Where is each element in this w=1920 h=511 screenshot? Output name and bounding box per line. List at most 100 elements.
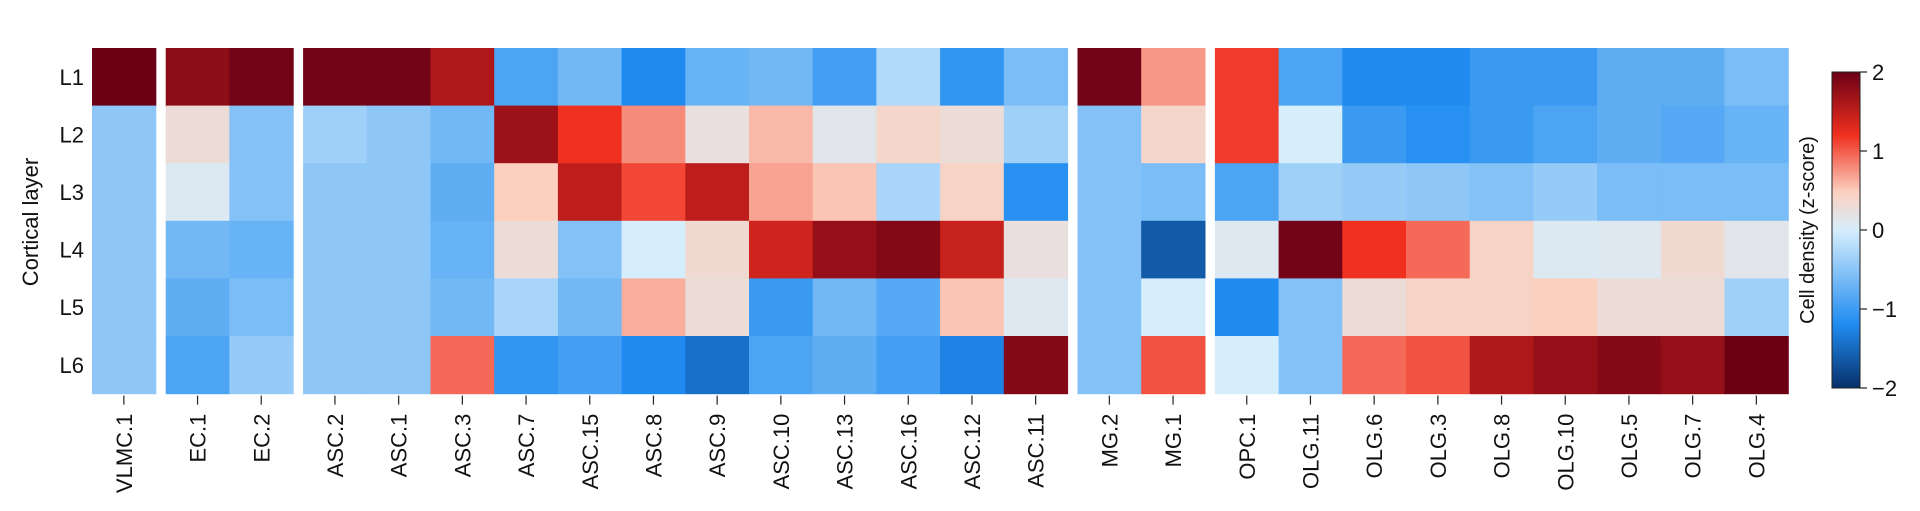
heatmap-cell (1660, 48, 1726, 107)
heatmap-cell (1724, 163, 1789, 222)
heatmap-cell (1003, 163, 1069, 222)
heatmap-cell (1533, 278, 1598, 337)
heatmap-cell (812, 48, 877, 107)
heatmap-cell (1406, 336, 1471, 395)
heatmap-cell (1077, 48, 1142, 107)
heatmap-cell (1469, 48, 1534, 107)
column-label: ASC.16 (896, 414, 921, 490)
heatmap-cell (1533, 163, 1598, 222)
heatmap-cell (749, 163, 814, 222)
heatmap-cell (366, 220, 432, 279)
heatmap-cell (1597, 336, 1662, 395)
heatmap-cell (1278, 278, 1343, 337)
row-label: L3 (60, 180, 84, 205)
heatmap-cell (1533, 105, 1598, 164)
heatmap-cell (494, 48, 559, 107)
column-label: OLG.11 (1298, 414, 1323, 489)
column-label: ASC.10 (769, 414, 794, 490)
row-label: L2 (60, 122, 84, 147)
heatmap-cell (430, 278, 495, 337)
heatmap-cell (1406, 163, 1471, 222)
column-label: OLG.5 (1617, 414, 1642, 479)
colorbar-tick-label: 1 (1872, 139, 1884, 164)
heatmap-cell (1597, 163, 1662, 222)
heatmap-cell (749, 220, 814, 279)
heatmap-cell (685, 105, 750, 164)
row-label: L1 (60, 65, 84, 90)
column-label: OLG.6 (1362, 414, 1387, 479)
heatmap-cell (1342, 105, 1407, 164)
column-label: EC.2 (249, 414, 274, 463)
heatmap-cell (876, 336, 941, 395)
heatmap-cell (1141, 163, 1206, 222)
heatmap-cell (1077, 163, 1142, 222)
heatmap-cell (940, 48, 1005, 107)
heatmap-cell (430, 220, 495, 279)
heatmap-cell (685, 336, 750, 395)
heatmap-cell (749, 336, 814, 395)
heatmap-cell (1660, 278, 1726, 337)
heatmap-cell (1077, 220, 1142, 279)
heatmap-cell (1724, 105, 1789, 164)
heatmap-cell (92, 163, 157, 222)
heatmap-cell (92, 278, 157, 337)
heatmap-cell (165, 336, 230, 395)
column-label: ASC.11 (1024, 414, 1049, 488)
heatmap-cell (557, 278, 623, 337)
heatmap-cell (1214, 336, 1280, 395)
heatmap-cell (494, 278, 559, 337)
heatmap-cells (92, 48, 1789, 395)
heatmap-cell (557, 336, 623, 395)
heatmap-cell (366, 48, 432, 107)
heatmap-cell (621, 336, 686, 395)
column-label: OLG.7 (1681, 414, 1706, 479)
heatmap-cell (1342, 336, 1407, 395)
colorbar-label: Cell density (z-score) (1797, 136, 1819, 324)
heatmap-cell (1003, 105, 1069, 164)
heatmap-cell (303, 278, 368, 337)
heatmap-cell (1342, 278, 1407, 337)
heatmap-cell (1141, 220, 1206, 279)
heatmap-cell (685, 163, 750, 222)
heatmap-cell (557, 163, 623, 222)
heatmap-cell (557, 48, 623, 107)
heatmap-cell (1342, 220, 1407, 279)
heatmap-cell (1077, 278, 1142, 337)
colorbar-ticks: 2 1 0 −1 −2 (1860, 60, 1897, 401)
heatmap-cell (1342, 48, 1407, 107)
heatmap-cell (229, 278, 294, 337)
heatmap-cell (1724, 336, 1789, 395)
heatmap-cell (366, 105, 432, 164)
column-label: OLG.3 (1426, 414, 1451, 479)
heatmap-cell (876, 220, 941, 279)
heatmap-cell (430, 336, 495, 395)
column-label: MG.1 (1161, 414, 1186, 468)
row-label: L4 (60, 238, 84, 263)
heatmap-cell (366, 278, 432, 337)
heatmap-cell (1077, 105, 1142, 164)
heatmap-cell (1141, 336, 1206, 395)
colorbar-tick-label: −1 (1872, 297, 1897, 322)
heatmap-cell (1533, 336, 1598, 395)
heatmap-cell (749, 278, 814, 337)
heatmap-cell (685, 278, 750, 337)
column-label: ASC.8 (641, 414, 666, 478)
heatmap-cell (303, 220, 368, 279)
heatmap-cell (1342, 163, 1407, 222)
heatmap-cell (1278, 48, 1343, 107)
column-label: EC.1 (186, 414, 211, 463)
column-label: OPC.1 (1235, 414, 1260, 480)
column-label: ASC.7 (514, 414, 539, 478)
heatmap-cell (1214, 48, 1280, 107)
column-label: ASC.9 (705, 414, 730, 478)
heatmap-cell (1278, 336, 1343, 395)
heatmap-cell (557, 105, 623, 164)
heatmap-cell (1469, 220, 1534, 279)
heatmap-cell (165, 220, 230, 279)
heatmap-cell (1724, 48, 1789, 107)
heatmap-cell (1278, 220, 1343, 279)
colorbar-gradient (1831, 71, 1861, 389)
heatmap-cell (165, 105, 230, 164)
heatmap-cell (812, 105, 877, 164)
heatmap-cell (165, 278, 230, 337)
